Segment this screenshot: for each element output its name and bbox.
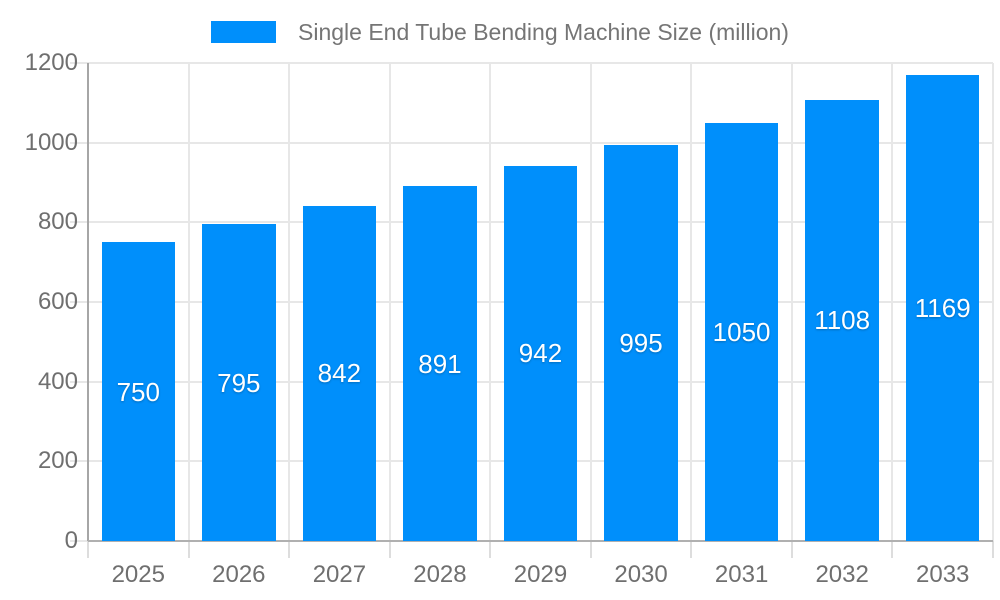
bar-2030[interactable] — [604, 144, 678, 541]
bar-2033[interactable] — [906, 75, 980, 541]
x-axis-tick — [589, 541, 592, 558]
x-axis-tick — [891, 541, 894, 558]
y-axis-tick-label: 600 — [37, 288, 78, 315]
x-axis-category-label: 2027 — [312, 561, 367, 588]
x-gridline — [589, 63, 592, 541]
x-axis-tick — [288, 541, 291, 558]
x-axis-tick — [790, 541, 793, 558]
y-axis-tick-label: 1000 — [24, 128, 78, 156]
bar-2028[interactable] — [403, 186, 477, 541]
x-axis-category-label: 2029 — [513, 561, 568, 588]
bar-2025[interactable] — [101, 242, 175, 541]
x-gridline — [790, 63, 793, 541]
x-axis-line — [88, 540, 993, 542]
x-gridline — [891, 63, 894, 541]
x-axis-tick — [187, 541, 190, 558]
x-axis-category-label: 2025 — [111, 561, 165, 588]
y-gridline — [70, 141, 993, 144]
x-axis-tick — [388, 541, 391, 558]
x-axis-category-label: 2030 — [614, 561, 668, 588]
x-axis-category-label: 2032 — [815, 561, 869, 588]
legend-marker-swatch — [211, 21, 277, 43]
y-axis-tick-label: 1200 — [24, 49, 78, 76]
x-axis-category-label: 2028 — [413, 561, 467, 588]
x-gridline — [489, 63, 492, 541]
y-axis-line — [87, 63, 89, 541]
legend[interactable]: Single End Tube Bending Machine Size (mi… — [0, 14, 1000, 50]
bar-2029[interactable] — [503, 165, 578, 541]
x-gridline — [388, 63, 391, 541]
legend-label: Single End Tube Bending Machine Size (mi… — [298, 18, 789, 45]
x-axis-category-label: 2026 — [212, 561, 266, 588]
y-axis-tick-label: 800 — [37, 208, 78, 236]
x-gridline — [992, 63, 994, 541]
x-gridline — [187, 63, 190, 541]
bar-2027[interactable] — [302, 205, 377, 541]
bar-2032[interactable] — [805, 99, 879, 541]
bar-2026[interactable] — [202, 224, 276, 541]
x-axis-tick — [87, 541, 89, 558]
x-axis-tick — [992, 541, 994, 558]
x-axis-tick — [690, 541, 693, 558]
y-axis-tick-label: 400 — [37, 367, 78, 395]
bar-2031[interactable] — [704, 122, 779, 541]
x-axis-category-label: 2033 — [916, 561, 970, 588]
y-gridline — [70, 62, 993, 64]
x-gridline — [288, 63, 291, 541]
x-axis-category-label: 2031 — [714, 561, 769, 588]
y-axis-tick-label: 200 — [37, 447, 78, 475]
x-axis-tick — [489, 541, 492, 558]
y-axis-tick-label: 0 — [64, 527, 78, 554]
x-gridline — [690, 63, 693, 541]
